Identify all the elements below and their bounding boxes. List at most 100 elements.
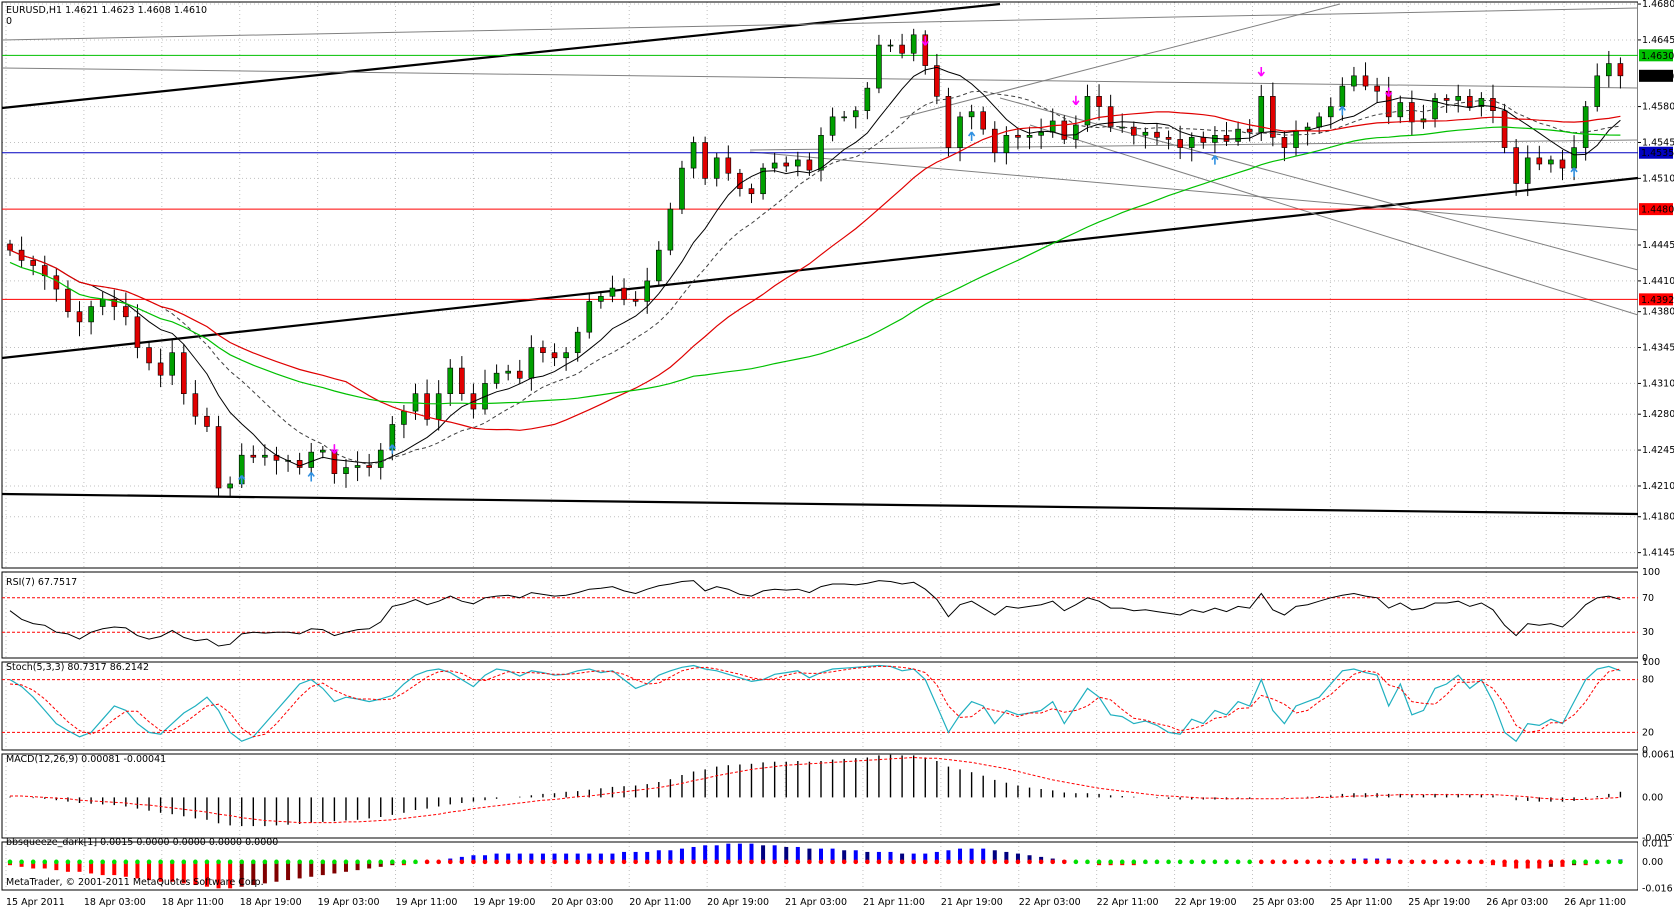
bbsqueeze-dot xyxy=(1432,859,1438,865)
bbsqueeze-dot xyxy=(969,859,974,865)
candle-body xyxy=(574,331,581,353)
bbsqueeze-dot xyxy=(100,859,105,865)
bbsqueeze-bar xyxy=(309,861,314,877)
bbsqueeze-dot xyxy=(1027,859,1032,865)
candle-body xyxy=(1177,139,1183,148)
bbsqueeze-bar xyxy=(494,853,499,862)
rsi-tick: 30 xyxy=(1642,627,1654,638)
candle-body xyxy=(991,128,998,154)
arrow-up-icon xyxy=(1211,155,1219,165)
bbsqueeze-dot xyxy=(413,859,418,865)
x-tick-label: 26 Apr 03:00 xyxy=(1486,897,1548,908)
bbsqueeze-dot xyxy=(656,859,662,865)
candle-body xyxy=(737,172,743,189)
candle-body xyxy=(146,347,152,364)
stoch-title: Stoch(5,3,3) 80.7317 86.2142 xyxy=(6,662,149,673)
candle-body xyxy=(598,295,604,302)
candle-body xyxy=(1397,102,1404,118)
bbsqueeze-dot xyxy=(1606,859,1612,865)
candle-body xyxy=(852,110,859,118)
candle-body xyxy=(1073,124,1079,140)
price-label: 1.4610 xyxy=(1641,71,1674,82)
arrow-down-icon xyxy=(921,36,929,46)
bbsqueeze-dot xyxy=(1177,859,1183,865)
bbsqueeze-dot xyxy=(980,859,986,865)
bbsqueeze-bar xyxy=(911,853,916,862)
bbsqueeze-dot xyxy=(1258,859,1264,865)
channel-line-a xyxy=(1,7,1639,41)
bbsqueeze-bar xyxy=(204,861,209,887)
bbsqueeze-bar xyxy=(1015,853,1020,862)
bbsqueeze-bar xyxy=(65,861,70,872)
candle-body xyxy=(296,460,303,468)
candle-body xyxy=(354,465,361,468)
rsi-tick: 70 xyxy=(1642,593,1654,604)
y-tick-label: 1.4580 xyxy=(1642,102,1674,113)
bbsqueeze-bar xyxy=(714,845,719,862)
candle-body xyxy=(1536,157,1543,165)
bbsqueeze-dot xyxy=(1212,859,1218,865)
bbsqueeze-dot xyxy=(227,859,233,865)
ma-fast xyxy=(9,66,1621,467)
bbsqueeze-dot xyxy=(946,859,951,865)
macd-tick: 0.00615 xyxy=(1642,749,1674,760)
bbsqueeze-dot xyxy=(749,859,754,865)
candle-body xyxy=(505,370,511,374)
price-label-box xyxy=(1639,146,1673,159)
y-tick-label: 1.4510 xyxy=(1642,173,1674,184)
x-tick-label: 25 Apr 19:00 xyxy=(1408,897,1470,908)
bbsqueeze-dot xyxy=(1444,859,1449,865)
copyright-text: MetaTrader, © 2001-2011 MetaQuotes Softw… xyxy=(6,877,264,888)
arrow-up-icon xyxy=(1570,167,1578,177)
candle-body xyxy=(401,410,407,425)
bbsqueeze-dot xyxy=(1502,859,1507,865)
candle-body xyxy=(1061,120,1068,140)
bbsqueeze-bar xyxy=(992,850,997,862)
candle-body xyxy=(1443,98,1450,101)
candle-body xyxy=(1409,102,1415,123)
candle-body xyxy=(377,449,384,468)
bbsqueeze-bar xyxy=(112,861,117,876)
bbsqueeze-dot xyxy=(633,859,638,865)
bbsqueeze-bar xyxy=(633,851,638,862)
candle-body xyxy=(783,162,790,167)
bbsqueeze-dot xyxy=(853,859,859,865)
bbsqueeze-dot xyxy=(818,859,824,865)
bbsqueeze-dot xyxy=(181,859,187,865)
trend-line-middle xyxy=(1,176,1639,360)
bbsqueeze-bar xyxy=(320,861,325,876)
bbsqueeze-dot xyxy=(563,859,569,865)
x-tick-label: 18 Apr 03:00 xyxy=(84,897,146,908)
candle-body xyxy=(88,306,94,323)
candle-body xyxy=(771,162,778,169)
bbsqueeze-bar xyxy=(610,853,615,862)
x-tick-label: 21 Apr 19:00 xyxy=(941,897,1003,908)
candle-body xyxy=(65,288,71,312)
bbsqueeze-dot xyxy=(401,859,407,865)
bbsqueeze-bar xyxy=(170,861,175,882)
bbsqueeze-dot xyxy=(1096,859,1102,865)
bbsqueeze-dot xyxy=(668,859,673,865)
price-label-box xyxy=(1639,293,1673,306)
y-tick-label: 1.4645 xyxy=(1642,35,1674,46)
arrow-down-icon xyxy=(1072,95,1080,106)
bbsqueeze-dot xyxy=(494,859,499,865)
candle-body xyxy=(1293,130,1299,148)
bbsqueeze-dot xyxy=(772,859,777,865)
bbsqueeze-dot xyxy=(123,859,129,865)
bbsqueeze-dot xyxy=(1131,859,1137,865)
bbsqueeze-bar xyxy=(297,861,302,879)
price-label-box xyxy=(1639,203,1673,216)
bbsqueeze-bar xyxy=(853,850,858,862)
candle-body xyxy=(1188,137,1195,148)
bbsqueeze-bar xyxy=(564,853,569,862)
bbsqueeze-bar xyxy=(598,853,603,862)
candle-body xyxy=(1327,106,1334,118)
x-tick-label: 19 Apr 03:00 xyxy=(318,897,380,908)
bbsqueeze-dot xyxy=(1293,859,1299,865)
bbsqueeze-dot xyxy=(1351,859,1357,865)
bbsqueeze-dot xyxy=(135,859,140,865)
bbsqueeze-bar xyxy=(286,861,291,881)
bbsqueeze-bar xyxy=(587,853,592,862)
